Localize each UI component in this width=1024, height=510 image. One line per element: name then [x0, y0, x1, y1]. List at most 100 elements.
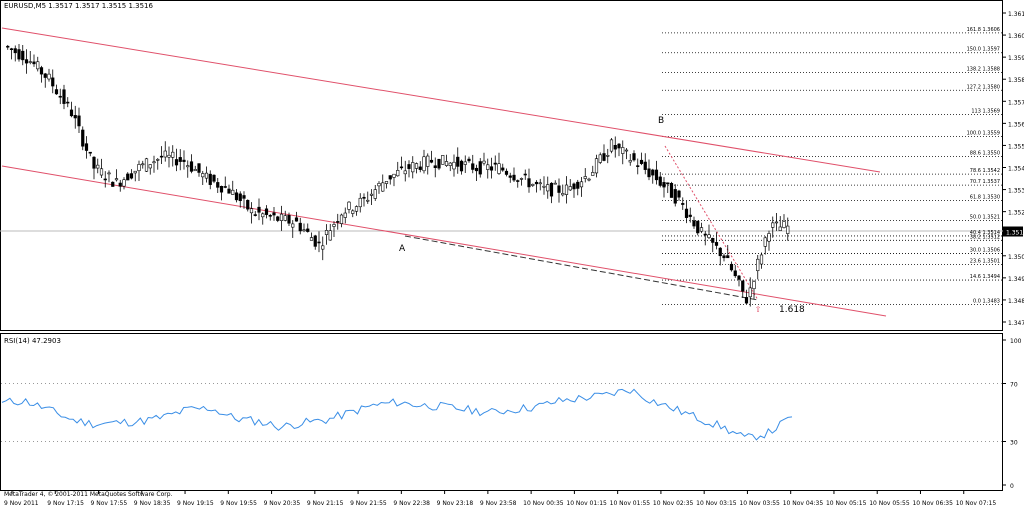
candle-body [111, 181, 115, 187]
candle-body [302, 229, 306, 232]
candle-body [643, 161, 647, 170]
current-price-label: 1.3516 [1006, 230, 1024, 237]
candle-body [133, 170, 137, 174]
candle-body [182, 159, 186, 162]
price-axis-label: 1.3605 [1008, 33, 1024, 40]
time-axis-label: 9 Nov 23:58 [480, 500, 517, 507]
channel-upper-line [1, 27, 881, 173]
candle-body [28, 61, 32, 63]
candle-body [118, 182, 122, 187]
price-axis-label: 1.3595 [1008, 55, 1024, 62]
time-axis-label: 10 Nov 02:35 [653, 500, 694, 507]
fib-level-label: 138.2 1.3588 [967, 67, 1000, 73]
copyright-text: MetaTrader 4, © 2001-2011 MetaQuotes Sof… [4, 491, 173, 498]
candle-body [486, 164, 490, 170]
candle-body [62, 89, 66, 104]
candle-body [54, 89, 59, 95]
candle-body [771, 222, 775, 228]
candle-body [351, 210, 355, 214]
candle-body [673, 189, 677, 204]
candle-body [564, 184, 569, 195]
candle-body [662, 182, 666, 188]
candle-body [692, 220, 696, 227]
candle-body [591, 172, 595, 176]
candle-body [186, 165, 190, 168]
candle-body [321, 245, 325, 250]
candle-body [223, 186, 227, 188]
price-axis-label: 1.3505 [1008, 254, 1024, 261]
candle-body [96, 164, 100, 169]
price-axis-label: 1.3535 [1008, 188, 1024, 195]
candle-body [81, 129, 85, 147]
candle-body [452, 161, 456, 170]
candle-body [47, 73, 51, 80]
candle-body [141, 163, 145, 166]
price-axis-label: 1.3475 [1008, 320, 1024, 327]
candle-body [669, 182, 674, 198]
rsi-axis-label: 100 [1010, 338, 1022, 345]
candle-body [658, 176, 662, 186]
fib-level-label: 127.2 1.3580 [967, 84, 1000, 90]
fib-level-label: 23.6 1.3501 [970, 259, 1000, 265]
candle-body [362, 196, 366, 199]
candle-body [606, 155, 610, 157]
candle-body [403, 170, 407, 175]
time-axis-label: 10 Nov 05:55 [869, 500, 910, 507]
candle-body [583, 176, 587, 179]
price-axis-label: 1.3545 [1008, 166, 1024, 173]
candle-body [399, 166, 404, 169]
candle-body [639, 159, 644, 164]
candle-body [264, 208, 269, 215]
candle-body [534, 181, 539, 185]
candle-body [328, 230, 332, 241]
candle-body [17, 49, 21, 60]
candle-body [193, 169, 197, 172]
candle-body [99, 168, 104, 176]
candle-body [332, 224, 336, 227]
fib-level-label: 88.6 1.3550 [970, 150, 1000, 156]
fib-level-label: 161.8 1.3606 [967, 27, 1000, 33]
candle-body [493, 162, 497, 165]
candle-body [204, 172, 209, 179]
candle-body [553, 182, 557, 185]
candle-body [478, 161, 482, 175]
candle-body [628, 160, 632, 163]
candle-body [576, 181, 580, 189]
candle-body [313, 235, 317, 247]
candle-body [36, 61, 40, 70]
rsi-axis-label: 30 [1010, 440, 1018, 447]
fib-level-label: 61.8 1.3530 [970, 195, 1000, 201]
fib-level-label: 150.0 1.3597 [967, 47, 1000, 53]
candle-body [246, 199, 250, 210]
ab-projection-line [664, 145, 759, 301]
candle-body [126, 173, 130, 181]
candle-body [696, 220, 700, 234]
candle-body [444, 161, 449, 166]
candle-body [43, 73, 47, 78]
candle-body [231, 189, 235, 195]
candle-body [666, 182, 670, 185]
candle-body [557, 185, 561, 193]
candle-body [786, 225, 790, 234]
candle-body [347, 201, 351, 210]
candle-body [407, 164, 411, 169]
candle-body [73, 115, 77, 119]
candle-body [283, 215, 287, 221]
candle-body [497, 163, 501, 174]
candle-body [441, 155, 445, 165]
candle-body [272, 212, 276, 216]
candle-body [729, 263, 734, 271]
candle-body [39, 67, 44, 75]
candle-body [778, 226, 782, 231]
candle-body [561, 193, 565, 196]
candle-body [748, 287, 752, 298]
time-axis-label: 9 Nov 21:55 [350, 500, 387, 507]
candle-body [433, 165, 437, 168]
candle-body [448, 162, 452, 166]
time-axis-label: 10 Nov 03:15 [696, 500, 737, 507]
fib-level-label: 113 1.3569 [971, 109, 1000, 115]
candle-body [426, 155, 430, 167]
candle-body [651, 169, 655, 176]
